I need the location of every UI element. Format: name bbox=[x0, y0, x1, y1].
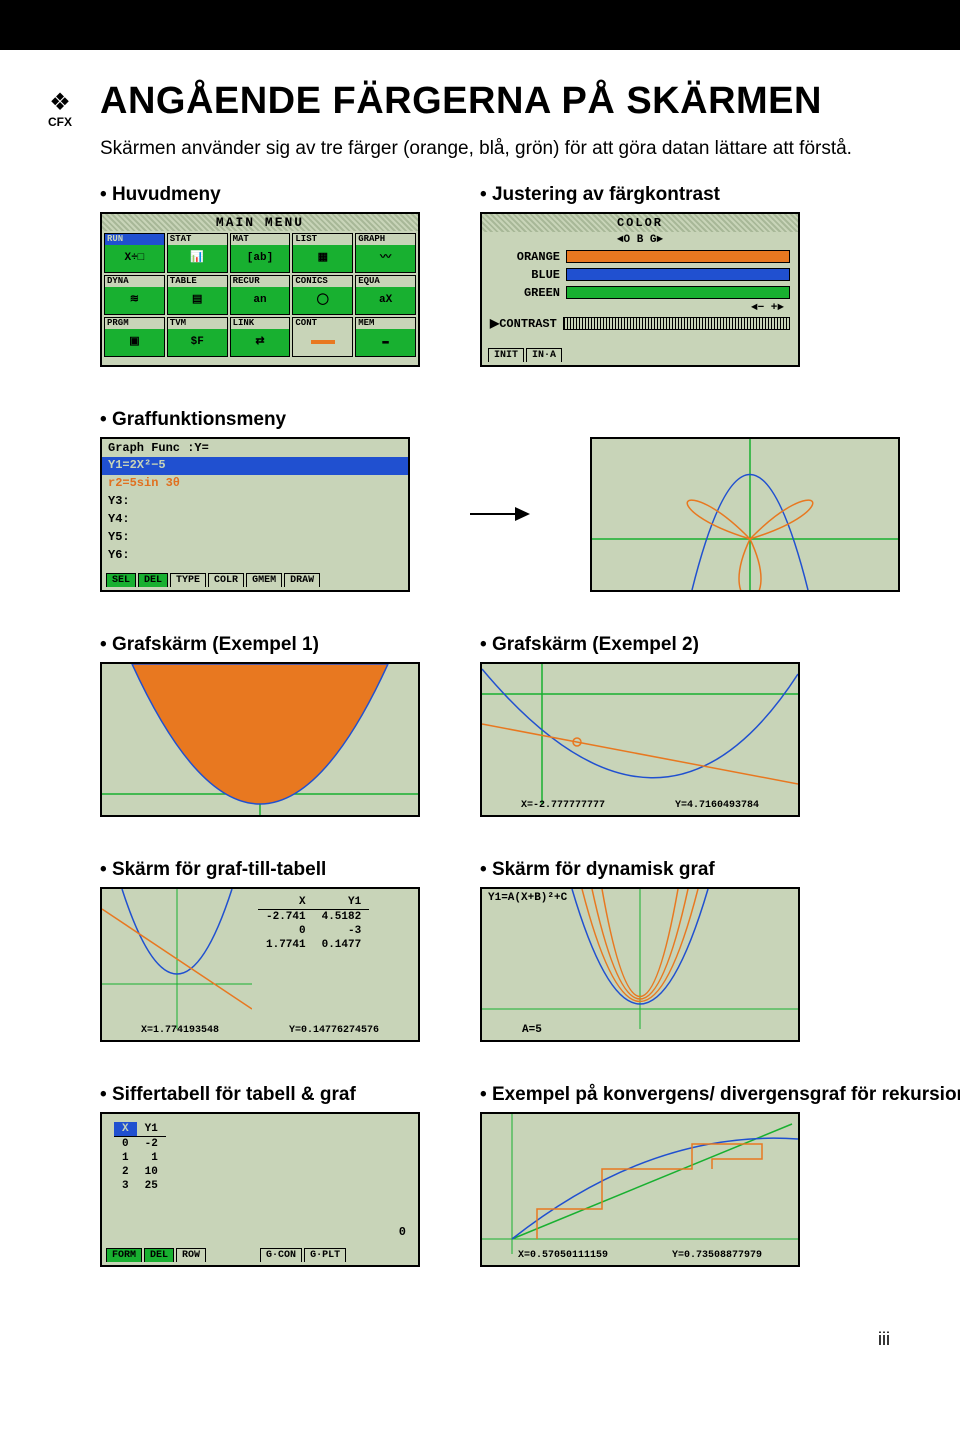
screen-siffer: XY1 0-2 11 210 325 0 FORM DEL ROW G·CO bbox=[100, 1112, 420, 1267]
coloradj-obg: ◄O B G► bbox=[482, 232, 798, 248]
label-graftill: Skärm för graf-till-tabell bbox=[100, 859, 420, 881]
intro-text: Skärmen använder sig av tre färger (oran… bbox=[100, 137, 900, 162]
label-dyngraf: Skärm för dynamisk graf bbox=[480, 859, 800, 881]
screen-dyngraf: Y1=A(X+B)²+C A=5 bbox=[480, 887, 800, 1042]
screen-graftill: XY1 -2.7414.5182 0-3 1.77410.1477 X=1.77… bbox=[100, 887, 420, 1042]
coloradj-title: COLOR bbox=[482, 214, 798, 232]
label-huvudmeny: Huvudmeny bbox=[100, 184, 420, 206]
screen-ex1 bbox=[100, 662, 420, 817]
screen-coloradj: COLOR ◄O B G► ORANGE BLUE GREEN ◄− +► ▶C… bbox=[480, 212, 800, 367]
arrow-icon bbox=[470, 437, 530, 592]
screen-graphfunc: Graph Func :Y= Y1=2X²−5 r2=5sin 3θ Y3: Y… bbox=[100, 437, 410, 592]
page-number: iii bbox=[100, 1309, 900, 1350]
page-content: ❖ CFX ANGÅENDE FÄRGERNA PÅ SKÄRMEN Skärm… bbox=[0, 50, 960, 1380]
mainmenu-title: MAIN MENU bbox=[102, 214, 418, 231]
screen-konv: X=0.57050111159Y=0.73508877979 bbox=[480, 1112, 800, 1267]
cfx-badge: ❖ CFX bbox=[30, 80, 90, 129]
cfx-icon: ❖ bbox=[30, 88, 90, 117]
label-graffunk: Graffunktionsmeny bbox=[100, 409, 900, 431]
label-ex2: Grafskärm (Exempel 2) bbox=[480, 634, 800, 656]
cfx-label: CFX bbox=[30, 115, 90, 129]
label-konv: Exempel på konvergens/ divergensgraf för… bbox=[480, 1084, 960, 1106]
screen-ex2: X=-2.777777777Y=4.7160493784 bbox=[480, 662, 800, 817]
mainmenu-grid: RUNX÷□ STAT📊 MAT[ab] LIST▦ GRAPH〰 DYNA≋ … bbox=[102, 231, 418, 359]
screen-mainmenu: MAIN MENU RUNX÷□ STAT📊 MAT[ab] LIST▦ GRA… bbox=[100, 212, 420, 367]
page-title: ANGÅENDE FÄRGERNA PÅ SKÄRMEN bbox=[100, 80, 900, 123]
label-justering: Justering av färgkontrast bbox=[480, 184, 800, 206]
label-siffer: Siffertabell för tabell & graf bbox=[100, 1084, 420, 1106]
label-ex1: Grafskärm (Exempel 1) bbox=[100, 634, 420, 656]
screen-graphfunc-plot bbox=[590, 437, 900, 592]
top-black-bar bbox=[0, 0, 960, 50]
